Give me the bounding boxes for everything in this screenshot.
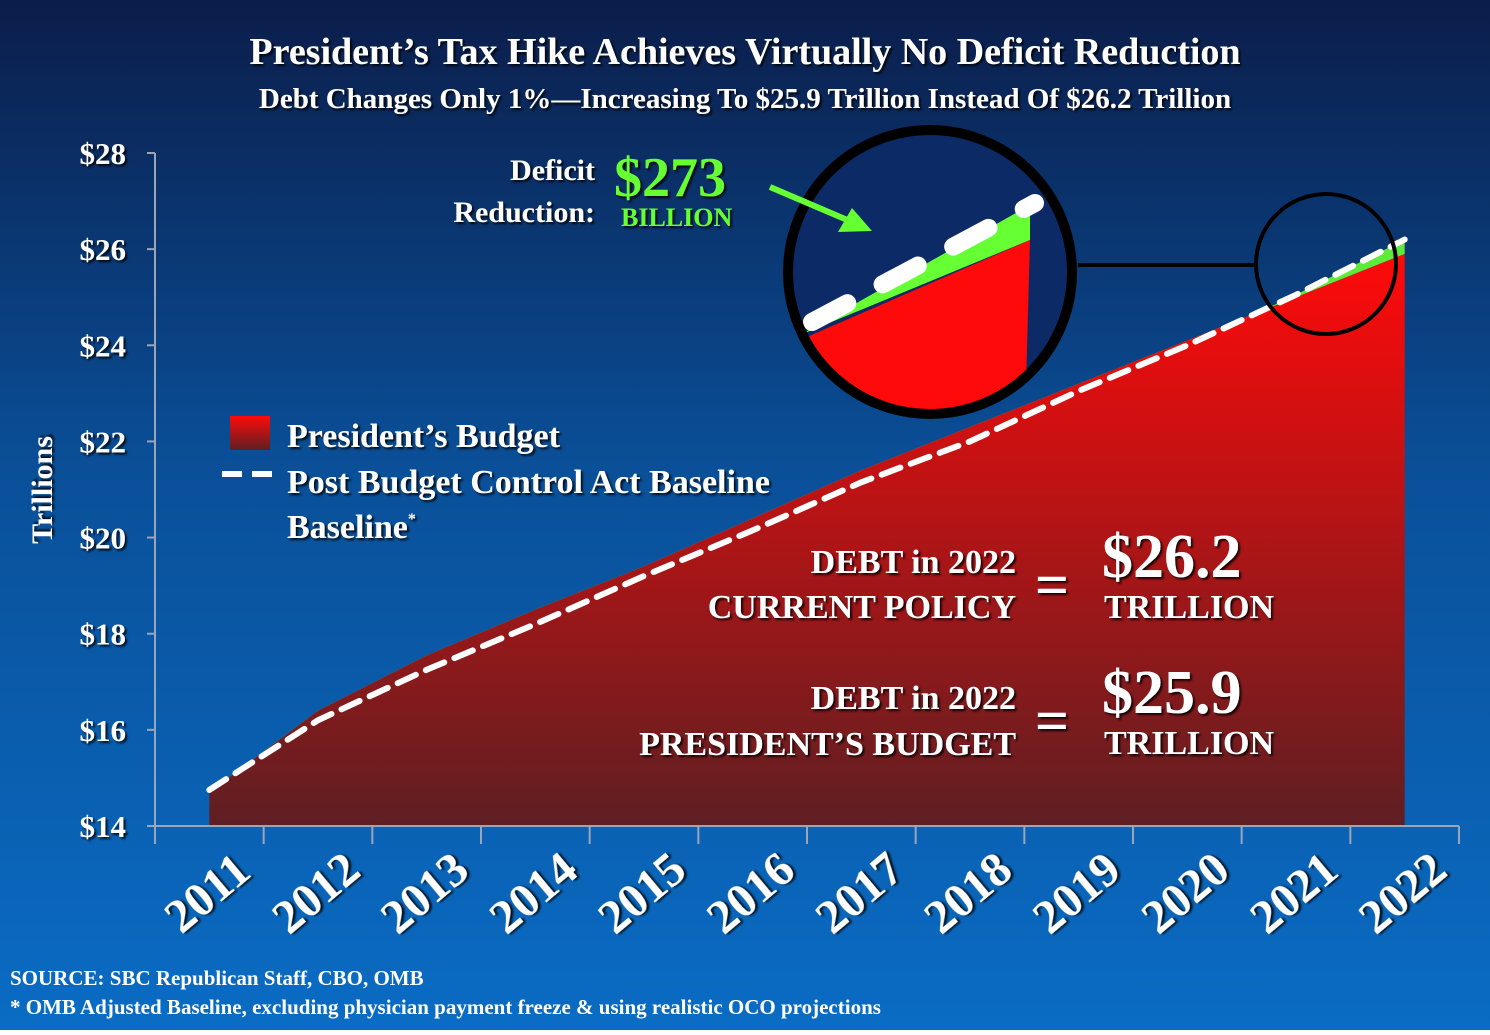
president-equals: = [1035, 688, 1069, 754]
current-policy-label-2: CURRENT POLICY [708, 589, 1016, 626]
current-equals: = [1035, 552, 1069, 618]
y-tick-label: $22 [80, 424, 127, 459]
deficit-unit: BILLION [621, 203, 732, 232]
y-tick-label: $20 [80, 521, 127, 556]
source-note: SOURCE: SBC Republican Staff, CBO, OMB [10, 966, 424, 990]
y-tick-label: $26 [80, 232, 127, 267]
y-tick-label: $18 [80, 617, 127, 652]
legend-label-baseline-2: Baseline* [287, 509, 416, 546]
y-tick-label: $24 [80, 328, 127, 363]
president-label-1: DEBT in 2022 [811, 680, 1016, 717]
y-axis-label: Trillions [26, 436, 59, 544]
chart-subtitle: Debt Changes Only 1%—Increasing To $25.9… [259, 83, 1231, 115]
deficit-value: $273 [614, 147, 726, 209]
deficit-label-1: Deficit [510, 154, 595, 187]
y-tick-label: $14 [80, 809, 127, 844]
legend-label-baseline: Post Budget Control Act Baseline [287, 464, 770, 501]
chart-title: President’s Tax Hike Achieves Virtually … [249, 31, 1240, 73]
president-value: $25.9 [1102, 659, 1242, 727]
president-label-2: PRESIDENT’S BUDGET [639, 726, 1016, 763]
current-unit: TRILLION [1104, 589, 1274, 626]
footnote: * OMB Adjusted Baseline, excluding physi… [10, 995, 881, 1019]
legend-swatch-presidents-budget [230, 416, 270, 450]
legend-label-presidents-budget: President’s Budget [287, 418, 561, 455]
y-tick-label: $28 [80, 136, 127, 171]
current-policy-label-1: DEBT in 2022 [811, 544, 1016, 581]
current-value: $26.2 [1102, 523, 1242, 591]
y-tick-label: $16 [80, 713, 127, 748]
president-unit: TRILLION [1104, 725, 1274, 762]
deficit-label-2: Reduction: [453, 196, 595, 229]
